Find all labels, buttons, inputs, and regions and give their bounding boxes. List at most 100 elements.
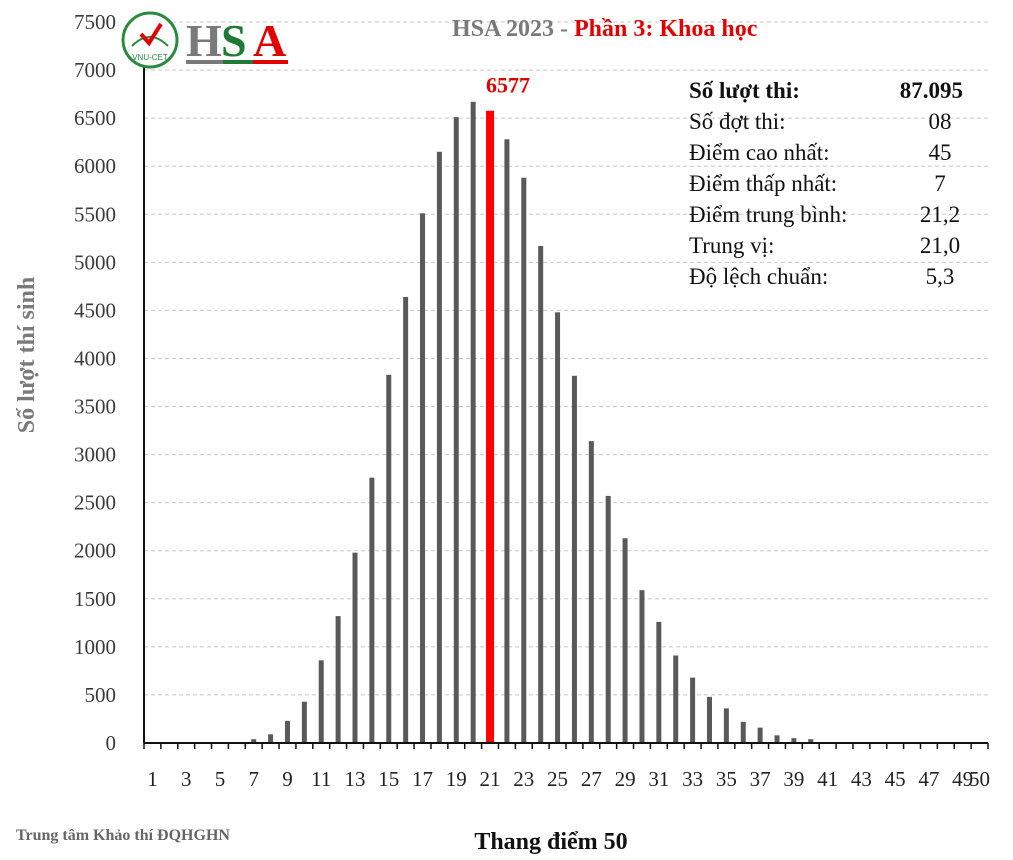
bar [740,721,746,743]
x-tick-label: 39 [783,767,804,791]
bar [723,708,729,743]
y-tick-label: 5000 [74,250,116,274]
x-tick-label: 23 [513,767,534,791]
x-tick-label: 41 [817,767,838,791]
x-axis-title: Thang điểm 50 [474,829,627,855]
y-tick-label: 1500 [74,587,116,611]
bar [284,720,290,743]
y-tick-label: 4000 [74,346,116,370]
y-tick-label: 6000 [74,154,116,178]
x-tick-label: 29 [615,767,636,791]
axes [143,67,988,744]
x-tick-label: 17 [412,767,433,791]
stat-label: Độ lệch chuẩn: [689,264,828,289]
x-tick-label: 13 [345,767,366,791]
y-tick-label: 7000 [74,58,116,82]
bar [470,101,476,744]
y-tick-label: 2000 [74,539,116,563]
x-tick-label: 37 [750,767,771,791]
bar [436,151,442,743]
bar [774,735,780,743]
x-tick-label: 11 [311,767,331,791]
logo: VNU-CET H S A [121,11,288,69]
x-tick-label: 9 [282,767,293,791]
x-tick-label: 47 [918,767,939,791]
chart-title-part: Phần 3: Khoa học [574,16,758,42]
x-tick-label: 1 [147,767,158,791]
source-note: Trung tâm Khảo thí ĐQHGHN [16,827,230,844]
stat-value: 21,2 [920,202,960,227]
y-axis-ticks: 0 500 1000 1500 2000 2500 3000 3500 4000 4500 5000… [74,10,116,755]
y-tick-label: 5500 [74,202,116,226]
bar [555,312,561,743]
x-tick-label: 35 [716,767,737,791]
stat-value: 7 [934,171,946,196]
peak-value-label: 6577 [486,73,530,98]
brand-underline-a [253,60,288,64]
bar-highlight [486,110,495,743]
y-tick-label: 2500 [74,491,116,515]
bar [605,495,611,743]
bar [690,677,696,743]
x-tick-label: 5 [215,767,226,791]
bar [521,177,527,744]
x-tick-label: 45 [885,767,906,791]
brand-letter-h: H [186,15,222,66]
bar [453,117,459,743]
x-tick-label: 49 [952,767,973,791]
bar [706,696,712,743]
bar [335,616,341,743]
y-tick-label: 4500 [74,298,116,322]
x-tick-label: 15 [378,767,399,791]
bar [622,538,628,743]
stat-value: 21,0 [920,233,960,258]
x-tick-label: 19 [446,767,467,791]
stat-label: Điểm trung bình: [689,202,847,227]
bar [352,552,358,743]
brand-letter-a: A [253,15,286,66]
bar [386,374,392,743]
y-tick-label: 3000 [74,443,116,467]
bar [673,655,679,743]
stat-value: 08 [929,109,952,134]
grid-lines [144,21,988,696]
stat-value: 45 [929,140,952,165]
x-tick-label: 3 [181,767,192,791]
y-axis-title: Số lượt thí sinh [14,277,40,433]
chart-title: HSA 2023 - Phần 3: Khoa học [452,16,758,42]
check-icon [139,22,163,47]
bar [403,296,409,743]
x-tick-label: 43 [851,767,872,791]
bar [656,621,662,743]
bar [538,245,544,743]
logo-arc [131,36,169,47]
bar [318,660,324,743]
y-tick-label: 6500 [74,106,116,130]
bars [251,101,814,744]
brand-underline-s [223,60,253,64]
bar [639,590,645,743]
stat-value: 87.095 [900,78,963,103]
chart-title-prefix: HSA 2023 - [452,16,574,42]
stat-label: Trung vị: [689,233,774,258]
x-tick-label: 27 [581,767,602,791]
bar [791,738,797,743]
x-tick-label: 31 [648,767,669,791]
stat-value: 5,3 [926,264,955,289]
y-tick-label: 7500 [74,10,116,34]
brand-underline-h [186,60,223,64]
bar [504,139,510,744]
y-tick-label: 3500 [74,395,116,419]
bar [420,213,426,744]
bar [251,739,257,743]
y-tick-label: 1000 [74,635,116,659]
stat-label: Điểm thấp nhất: [689,171,837,196]
bar [808,739,814,743]
stats-panel: Số lượt thi: 87.095 Số đợt thi: 08 Điểm cao … [689,78,963,289]
bar [571,375,577,743]
bar [588,441,594,743]
stat-label: Số lượt thi: [689,78,800,103]
y-tick-label: 500 [85,683,117,707]
logo-badge-text: VNU-CET [132,53,168,62]
